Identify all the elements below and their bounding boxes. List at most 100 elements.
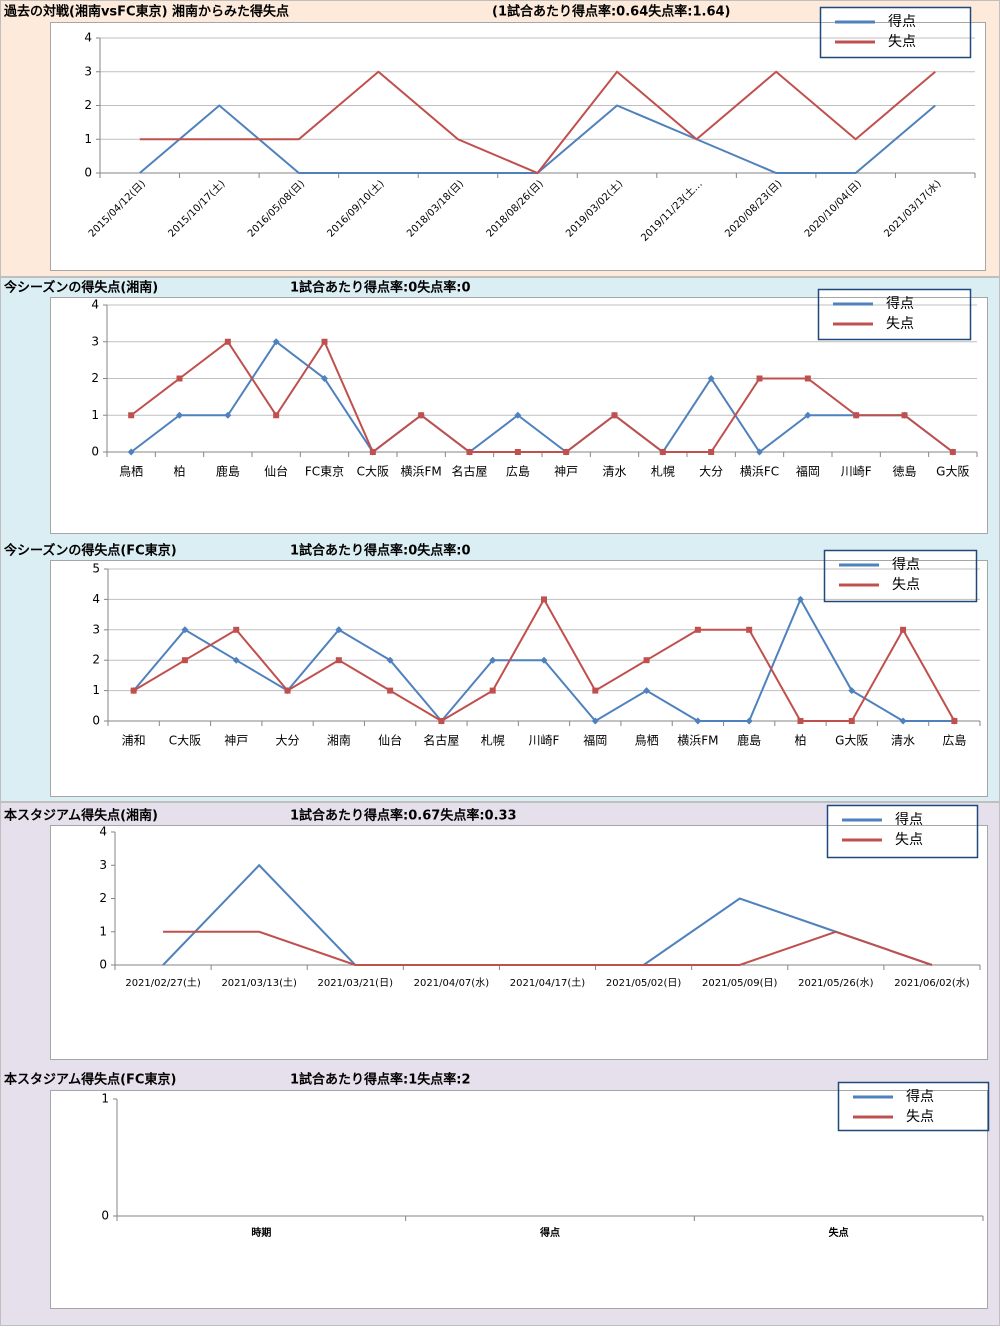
marker bbox=[746, 626, 753, 633]
x-tick-label: 福岡 bbox=[796, 464, 820, 479]
marker bbox=[901, 412, 908, 419]
marker bbox=[804, 375, 811, 382]
chart-title: 過去の対戦(湘南vsFC東京) 湘南からみた得失点 bbox=[3, 4, 289, 20]
marker bbox=[176, 375, 183, 382]
x-tick-label: 大分 bbox=[276, 734, 300, 748]
y-tick-label: 0 bbox=[84, 166, 92, 180]
marker bbox=[181, 626, 189, 634]
marker bbox=[489, 656, 497, 664]
x-tick-label: 2021/02/27(土) bbox=[125, 976, 201, 989]
marker bbox=[514, 449, 521, 455]
x-tick-label: 2021/04/07(水) bbox=[414, 977, 490, 989]
x-tick-label: 横浜FM bbox=[401, 465, 442, 479]
x-tick-label: 広島 bbox=[942, 733, 966, 748]
x-tick-label: 鹿島 bbox=[737, 733, 761, 748]
series-line bbox=[130, 339, 954, 454]
chart-title: 本スタジアム得失点(湘南) bbox=[4, 808, 158, 824]
marker bbox=[643, 657, 650, 664]
x-tick-label: 2021/03/13(土) bbox=[221, 976, 297, 989]
y-tick-label: 1 bbox=[84, 132, 92, 146]
marker bbox=[643, 687, 651, 695]
legend-label: 得点 bbox=[886, 295, 914, 312]
x-tick-label: 鹿島 bbox=[216, 464, 240, 479]
marker bbox=[321, 338, 328, 345]
series-line bbox=[163, 930, 933, 966]
x-tick-label: 清水 bbox=[891, 734, 915, 748]
marker bbox=[848, 718, 855, 724]
legend-box bbox=[837, 1081, 990, 1132]
y-tick-label: 4 bbox=[84, 31, 92, 45]
y-tick-label: 2 bbox=[91, 371, 99, 385]
y-tick-label: 2 bbox=[84, 98, 92, 112]
legend-label: 失点 bbox=[888, 34, 916, 50]
marker bbox=[756, 375, 763, 382]
x-tick-label: C大阪 bbox=[169, 734, 201, 748]
x-tick-label: 札幌 bbox=[481, 733, 505, 748]
x-tick-label: 柏 bbox=[794, 733, 806, 748]
legend-box bbox=[826, 804, 979, 859]
y-tick-label: 3 bbox=[99, 858, 107, 872]
marker bbox=[853, 412, 860, 419]
y-tick-label: 4 bbox=[91, 298, 99, 312]
chart-title: 本スタジアム得失点(FC東京) bbox=[4, 1072, 176, 1088]
y-tick-label: 0 bbox=[101, 1209, 109, 1223]
marker bbox=[540, 656, 548, 664]
marker bbox=[386, 656, 394, 664]
x-tick-label: 川崎F bbox=[841, 465, 872, 479]
chart-title: 今シーズンの得失点(湘南) bbox=[3, 280, 158, 296]
marker bbox=[708, 449, 715, 455]
marker bbox=[899, 717, 907, 725]
marker bbox=[335, 657, 342, 664]
legend-box bbox=[819, 6, 972, 59]
legend-label: 得点 bbox=[892, 556, 920, 573]
y-tick-label: 4 bbox=[92, 592, 100, 606]
marker bbox=[127, 448, 135, 456]
legend-label: 得点 bbox=[906, 1088, 934, 1105]
chart-area bbox=[50, 560, 988, 797]
legend-box bbox=[823, 549, 978, 603]
series-line bbox=[130, 340, 954, 454]
x-tick-label: 2021/06/02(水) bbox=[894, 977, 970, 989]
marker bbox=[611, 412, 618, 419]
x-tick-label: 鳥栖 bbox=[119, 464, 143, 479]
marker bbox=[848, 687, 856, 695]
marker bbox=[224, 411, 232, 419]
x-tick-label: 2021/05/09(日) bbox=[702, 978, 778, 989]
chart-title: 今シーズンの得失点(FC東京) bbox=[3, 543, 177, 559]
x-tick-label: 2021/03/21(日) bbox=[318, 978, 394, 989]
x-tick-label: 名古屋 bbox=[451, 464, 487, 479]
marker bbox=[591, 717, 599, 725]
legend-label: 得点 bbox=[888, 13, 916, 30]
marker bbox=[272, 338, 280, 346]
chart-area bbox=[50, 1090, 988, 1309]
x-tick-label: 神戸 bbox=[224, 734, 248, 748]
marker bbox=[796, 595, 804, 603]
x-tick-label: 清水 bbox=[602, 465, 626, 479]
x-tick-label: 浦和 bbox=[122, 734, 146, 748]
y-tick-label: 1 bbox=[99, 924, 107, 938]
y-tick-label: 2 bbox=[99, 891, 107, 905]
x-tick-label: 2021/05/26(水) bbox=[798, 977, 874, 989]
marker bbox=[949, 449, 956, 455]
x-tick-label: 仙台 bbox=[264, 464, 288, 479]
y-tick-label: 2 bbox=[92, 653, 100, 667]
chart-subtitle: 1試合あたり得点率:0.67失点率:0.33 bbox=[290, 808, 517, 824]
y-tick-label: 0 bbox=[99, 958, 107, 972]
chart-area bbox=[50, 825, 988, 1060]
x-tick-label: 湘南 bbox=[327, 733, 351, 748]
marker bbox=[951, 718, 958, 724]
x-tick-label: 得点 bbox=[539, 1226, 560, 1239]
x-tick-label: 川崎F bbox=[529, 734, 560, 748]
chart-subtitle: (1試合あたり得点率:0.64失点率:1.64) bbox=[492, 4, 730, 20]
marker bbox=[438, 718, 445, 724]
x-tick-label: 柏 bbox=[173, 464, 185, 479]
legend-label: 得点 bbox=[895, 811, 923, 828]
marker bbox=[563, 449, 570, 455]
x-tick-label: 2021/05/02(日) bbox=[606, 978, 682, 989]
x-tick-label: G大阪 bbox=[936, 465, 969, 479]
marker bbox=[466, 449, 473, 455]
marker bbox=[745, 717, 753, 725]
y-tick-label: 3 bbox=[92, 622, 100, 636]
x-tick-label: 2021/04/17(土) bbox=[510, 976, 586, 989]
y-tick-label: 0 bbox=[91, 445, 99, 459]
